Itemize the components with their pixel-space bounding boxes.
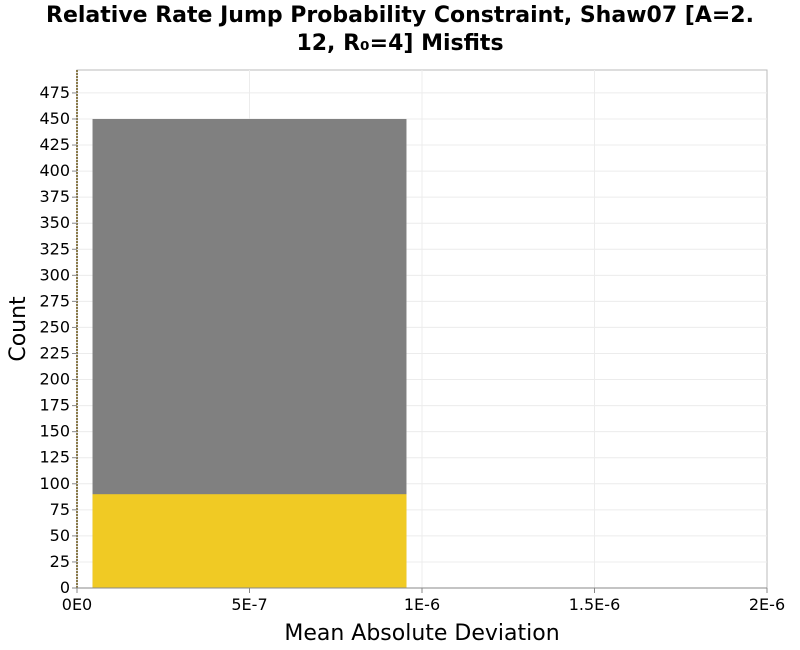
y-tick-label: 175 — [39, 396, 70, 415]
chart-title-line-1: Relative Rate Jump Probability Constrain… — [46, 3, 754, 28]
y-tick-label: 450 — [39, 109, 70, 128]
bar-yellow — [92, 494, 407, 588]
y-tick-label: 475 — [39, 83, 70, 102]
y-tick-label: 25 — [50, 552, 70, 571]
x-tick-label: 1E-6 — [404, 595, 440, 614]
y-tick-label: 350 — [39, 213, 70, 232]
y-tick-label: 300 — [39, 265, 70, 284]
y-axis-label: Count — [6, 296, 31, 362]
bars — [92, 118, 407, 589]
x-tick-label: 1.5E-6 — [569, 595, 621, 614]
y-tick-label: 200 — [39, 370, 70, 389]
x-axis-ticks: 0E0 5E-7 1E-6 1.5E-6 2E-6 — [62, 588, 785, 614]
y-tick-label: 250 — [39, 317, 70, 336]
y-tick-label: 425 — [39, 135, 70, 154]
x-axis-label: Mean Absolute Deviation — [284, 621, 559, 646]
chart-title: Relative Rate Jump Probability Constrain… — [0, 2, 800, 58]
y-tick-label: 400 — [39, 161, 70, 180]
y-tick-label: 150 — [39, 422, 70, 441]
y-axis-ticks: 0 25 50 75 100 125 150 175 200 225 250 275 300 325 350… — [39, 83, 77, 597]
x-tick-label: 5E-7 — [231, 595, 267, 614]
x-tick-label: 2E-6 — [749, 595, 785, 614]
y-tick-label: 125 — [39, 448, 70, 467]
y-tick-label: 75 — [50, 500, 70, 519]
y-tick-label: 325 — [39, 239, 70, 258]
x-tick-label: 0E0 — [62, 595, 92, 614]
y-tick-label: 375 — [39, 187, 70, 206]
y-tick-label: 225 — [39, 343, 70, 362]
y-tick-label: 0 — [60, 578, 70, 597]
y-tick-label: 50 — [50, 526, 70, 545]
chart-title-line-2: 12, R₀=4] Misfits — [296, 31, 504, 56]
y-tick-label: 100 — [39, 474, 70, 493]
y-tick-label: 275 — [39, 291, 70, 310]
